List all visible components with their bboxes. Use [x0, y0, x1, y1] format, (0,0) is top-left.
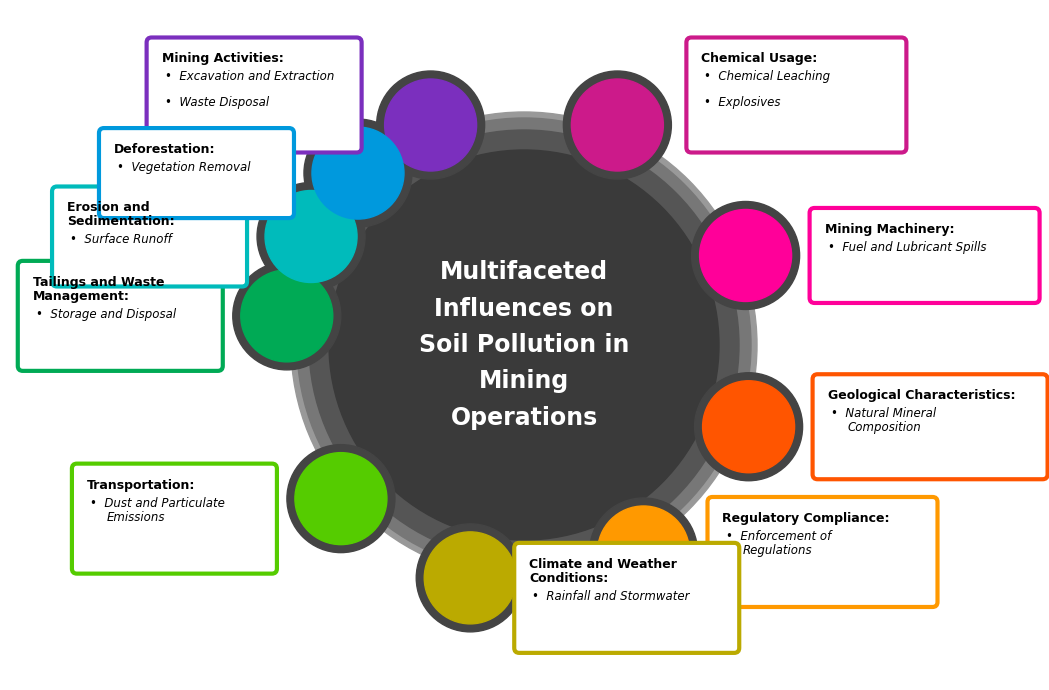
- Text: Mining Machinery:: Mining Machinery:: [825, 223, 955, 236]
- Circle shape: [694, 373, 802, 481]
- Text: •  Excavation and Extraction: • Excavation and Extraction: [165, 70, 334, 83]
- FancyBboxPatch shape: [686, 37, 906, 152]
- Circle shape: [241, 270, 333, 362]
- Text: Multifaceted
Influences on
Soil Pollution in
Mining
Operations: Multifaceted Influences on Soil Pollutio…: [419, 260, 629, 430]
- Text: •  Storage and Disposal: • Storage and Disposal: [36, 308, 176, 321]
- Circle shape: [385, 79, 476, 171]
- Circle shape: [297, 118, 751, 572]
- Circle shape: [598, 506, 689, 598]
- Circle shape: [265, 190, 357, 282]
- FancyBboxPatch shape: [810, 208, 1040, 303]
- Text: Management:: Management:: [33, 290, 130, 303]
- Text: •  Waste Disposal: • Waste Disposal: [165, 96, 269, 109]
- Text: •  Dust and Particulate: • Dust and Particulate: [90, 497, 224, 510]
- Circle shape: [572, 79, 663, 171]
- Text: •  Rainfall and Stormwater: • Rainfall and Stormwater: [532, 590, 690, 603]
- Text: Geological Characteristics:: Geological Characteristics:: [828, 389, 1015, 402]
- Text: •  Explosives: • Explosives: [704, 96, 780, 109]
- Text: Deforestation:: Deforestation:: [114, 143, 215, 156]
- Text: Tailings and Waste: Tailings and Waste: [33, 276, 165, 289]
- Circle shape: [329, 150, 719, 540]
- Text: Sedimentation:: Sedimentation:: [67, 215, 175, 228]
- Circle shape: [304, 119, 412, 227]
- Text: Emissions: Emissions: [107, 511, 166, 524]
- Text: •  Chemical Leaching: • Chemical Leaching: [704, 70, 831, 83]
- Text: Transportation:: Transportation:: [87, 479, 195, 492]
- FancyBboxPatch shape: [707, 497, 938, 607]
- Text: •  Enforcement of: • Enforcement of: [726, 530, 831, 543]
- Circle shape: [291, 112, 757, 578]
- Circle shape: [700, 210, 792, 302]
- Circle shape: [703, 381, 794, 473]
- FancyBboxPatch shape: [813, 374, 1048, 480]
- Circle shape: [309, 130, 738, 560]
- Circle shape: [295, 453, 387, 544]
- Circle shape: [312, 127, 404, 219]
- Text: Climate and Weather: Climate and Weather: [530, 558, 677, 571]
- Text: Regulatory Compliance:: Regulatory Compliance:: [723, 512, 890, 525]
- FancyBboxPatch shape: [18, 261, 222, 371]
- Circle shape: [563, 71, 671, 179]
- Circle shape: [416, 524, 524, 632]
- Text: Conditions:: Conditions:: [530, 572, 608, 585]
- FancyBboxPatch shape: [147, 37, 362, 152]
- Text: Mining Activities:: Mining Activities:: [162, 52, 283, 66]
- Text: •  Fuel and Lubricant Spills: • Fuel and Lubricant Spills: [828, 241, 986, 254]
- Text: •  Natural Mineral: • Natural Mineral: [831, 407, 936, 420]
- Text: Regulations: Regulations: [743, 544, 812, 557]
- FancyBboxPatch shape: [99, 128, 294, 218]
- FancyBboxPatch shape: [72, 464, 277, 573]
- Text: •  Vegetation Removal: • Vegetation Removal: [117, 161, 251, 174]
- Text: •  Surface Runoff: • Surface Runoff: [70, 233, 172, 246]
- FancyBboxPatch shape: [52, 186, 248, 286]
- Circle shape: [590, 498, 698, 606]
- Text: Chemical Usage:: Chemical Usage:: [702, 52, 817, 66]
- Text: Composition: Composition: [848, 421, 921, 434]
- FancyBboxPatch shape: [514, 543, 740, 653]
- Circle shape: [233, 262, 341, 370]
- Circle shape: [424, 532, 516, 624]
- Circle shape: [257, 182, 365, 290]
- Circle shape: [377, 71, 485, 179]
- Text: Erosion and: Erosion and: [67, 201, 150, 215]
- Circle shape: [287, 444, 394, 553]
- Circle shape: [691, 201, 799, 310]
